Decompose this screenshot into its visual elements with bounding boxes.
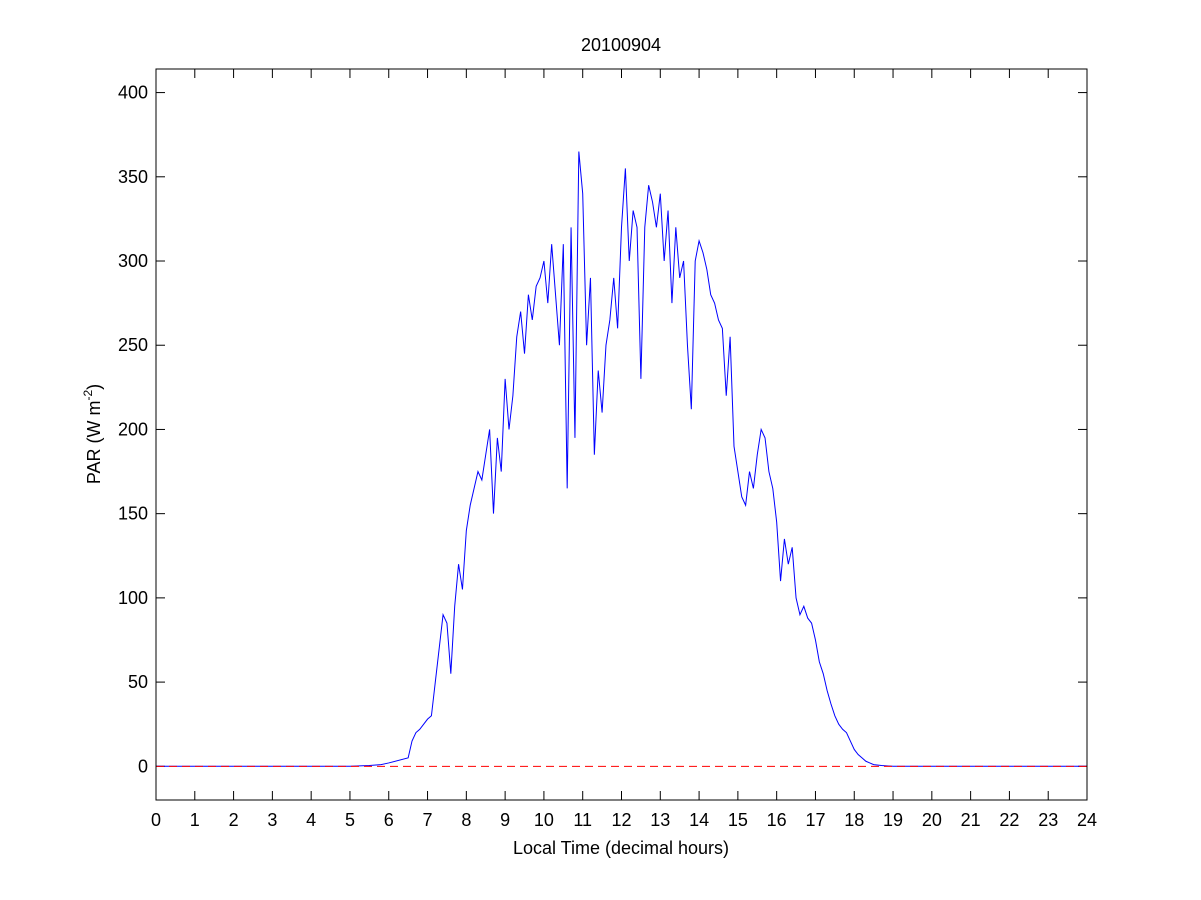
x-tick-label: 11 xyxy=(573,810,592,830)
x-tick-label: 5 xyxy=(345,810,355,830)
x-tick-label: 2 xyxy=(229,810,239,830)
y-label-text: PAR (W m xyxy=(84,401,104,485)
x-tick-label: 23 xyxy=(1038,810,1058,830)
plot-frame xyxy=(155,68,1088,801)
chart-title: 20100904 xyxy=(581,35,661,55)
y-tick-label: 400 xyxy=(118,83,148,103)
x-tick-label: 4 xyxy=(306,810,316,830)
y-tick-label: 50 xyxy=(128,672,148,692)
y-tick-label: 300 xyxy=(118,251,148,271)
y-tick-label: 350 xyxy=(118,167,148,187)
x-tick-label: 7 xyxy=(423,810,433,830)
x-tick-label: 6 xyxy=(384,810,394,830)
x-tick-label: 0 xyxy=(151,810,161,830)
x-axis-label: Local Time (decimal hours) xyxy=(513,838,729,858)
y-label-sup: -2 xyxy=(81,390,95,401)
x-tick-label: 13 xyxy=(650,810,670,830)
x-tick-label: 15 xyxy=(728,810,748,830)
x-tick-label: 18 xyxy=(844,810,864,830)
x-tick-label: 14 xyxy=(689,810,709,830)
y-tick-label: 200 xyxy=(118,419,148,439)
x-tick-label: 12 xyxy=(611,810,631,830)
x-tick-label: 17 xyxy=(805,810,825,830)
x-tick-label: 1 xyxy=(190,810,200,830)
data-line xyxy=(156,151,1087,767)
x-tick-label: 16 xyxy=(767,810,787,830)
y-axis-label: PAR (W m-2) xyxy=(81,384,104,484)
y-tick-label: 0 xyxy=(138,756,148,776)
x-tick-label: 19 xyxy=(883,810,903,830)
x-tick-label: 8 xyxy=(461,810,471,830)
y-tick-label: 250 xyxy=(118,335,148,355)
y-tick-label: 100 xyxy=(118,588,148,608)
x-tick-label: 21 xyxy=(961,810,981,830)
x-tick-label: 24 xyxy=(1077,810,1097,830)
x-tick-label: 9 xyxy=(500,810,510,830)
y-label-end: ) xyxy=(84,384,104,390)
x-tick-label: 22 xyxy=(999,810,1019,830)
y-tick-label: 150 xyxy=(118,504,148,524)
x-tick-label: 10 xyxy=(534,810,554,830)
x-tick-label: 20 xyxy=(922,810,942,830)
x-tick-label: 3 xyxy=(267,810,277,830)
